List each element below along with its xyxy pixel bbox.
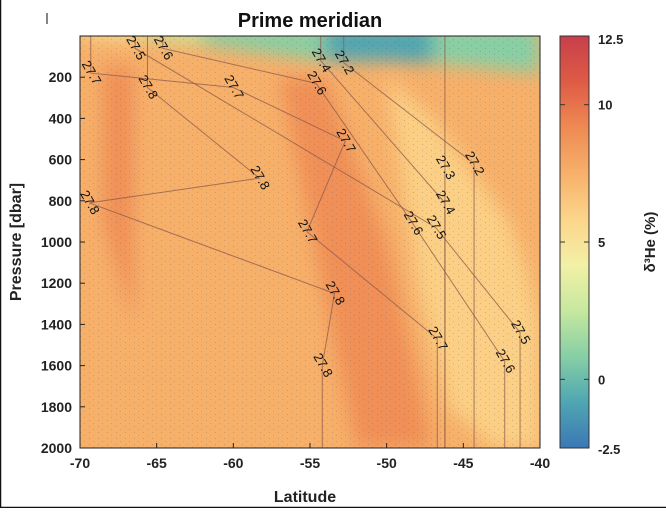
colorbar-tick-label: 0 xyxy=(598,372,605,387)
contour-27.5 xyxy=(134,36,521,448)
y-tick-label: 1400 xyxy=(41,316,72,332)
contour-27.7 xyxy=(90,36,438,448)
y-tick-label: 400 xyxy=(49,110,73,126)
y-tick-label: 800 xyxy=(49,193,73,209)
y-tick-label: 1600 xyxy=(41,358,72,374)
x-tick-label: -40 xyxy=(530,455,550,471)
colorbar: 12.5 10 5 0 -2.5 δ³He (%) xyxy=(559,32,659,457)
x-axis-label: Latitude xyxy=(274,489,336,506)
x-tick-label: -55 xyxy=(300,455,320,471)
y-tick-label: 1800 xyxy=(41,399,72,415)
y-tick-label: 600 xyxy=(49,152,73,168)
y-tick-label: 1200 xyxy=(41,275,72,291)
x-tick-label: -50 xyxy=(377,455,397,471)
contour-27.8 xyxy=(89,36,336,448)
density-contours xyxy=(89,36,521,448)
y-axis-label: Pressure [dbar] xyxy=(8,183,25,301)
contour-27.4 xyxy=(320,36,446,448)
y-tick-label: 200 xyxy=(49,69,73,85)
colorbar-tick-label: 5 xyxy=(598,235,605,250)
station-dots xyxy=(80,36,540,448)
colorbar-ticks: 12.5 10 5 0 -2.5 xyxy=(560,32,623,457)
x-axis: -70 -65 -60 -55 -50 -45 -40 xyxy=(70,443,550,471)
x-tick-label: -65 xyxy=(147,455,167,471)
y-axis: 200 400 600 800 1000 1200 1400 1600 1800 2000 xyxy=(41,69,85,456)
colorbar-tick-label: 10 xyxy=(598,98,612,113)
colorbar-tick-label: 12.5 xyxy=(598,32,623,47)
x-tick-label: -45 xyxy=(453,455,473,471)
contour-27.6 xyxy=(162,36,506,448)
x-tick-label: -60 xyxy=(223,455,243,471)
x-tick-label: -70 xyxy=(70,455,90,471)
chart-title: Prime meridian xyxy=(238,10,383,32)
contour-27.2 xyxy=(343,36,475,448)
colorbar-label: δ³He (%) xyxy=(642,212,659,273)
y-tick-label: 2000 xyxy=(41,440,72,456)
y-tick-label: 1000 xyxy=(41,234,72,250)
plot-area: 27.227.227.327.427.427.527.527.527.627.6… xyxy=(80,36,540,448)
colorbar-tick-label: -2.5 xyxy=(598,442,620,457)
